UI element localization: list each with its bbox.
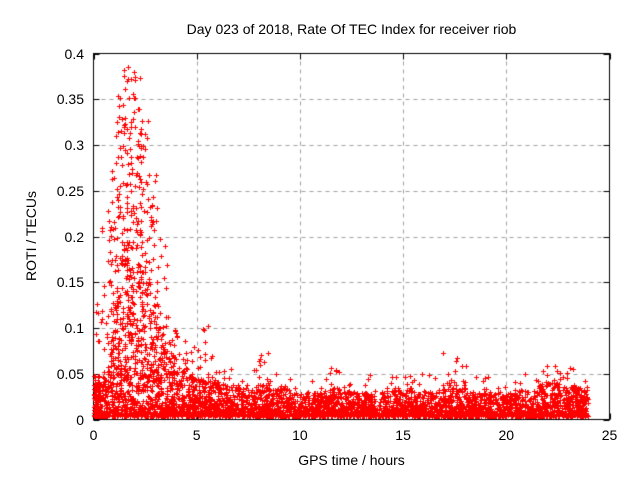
y-tick-label: 0 bbox=[76, 411, 84, 428]
x-tick-label: 20 bbox=[498, 427, 515, 443]
x-tick-label: 15 bbox=[395, 427, 411, 443]
x-axis-title: GPS time / hours bbox=[298, 452, 405, 468]
y-tick-label: 0.3 bbox=[64, 137, 84, 153]
y-tick-label: 0.25 bbox=[56, 182, 84, 199]
y-tick-label: 0.4 bbox=[64, 45, 84, 62]
y-tick-label: 0.15 bbox=[56, 274, 84, 291]
y-tick-label: 0.1 bbox=[64, 320, 84, 336]
y-tick-label: 0.35 bbox=[56, 91, 84, 108]
y-tick-label: 0.05 bbox=[56, 365, 84, 382]
chart-title: Day 023 of 2018, Rate Of TEC Index for r… bbox=[186, 21, 517, 37]
x-tick-label: 25 bbox=[601, 427, 618, 443]
x-tick-label: 10 bbox=[292, 427, 308, 443]
x-tick-label: 5 bbox=[192, 427, 201, 443]
y-tick-label: 0.2 bbox=[64, 228, 84, 245]
x-tick-label: 0 bbox=[89, 427, 98, 443]
